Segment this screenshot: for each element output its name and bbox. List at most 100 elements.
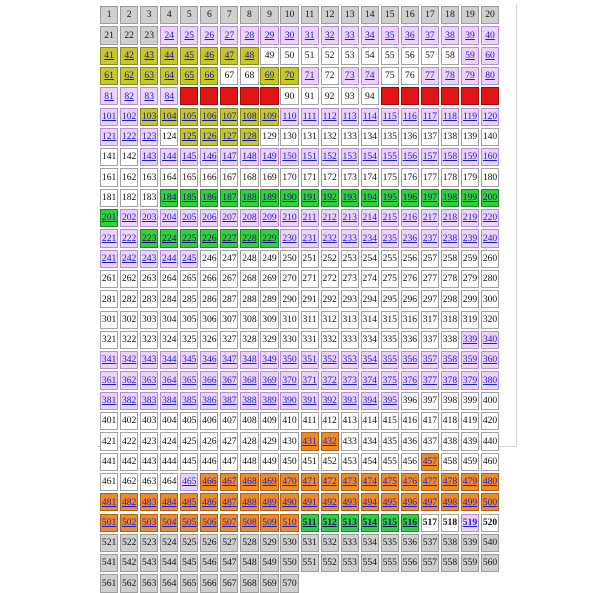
number-cell-159[interactable]: 159 <box>460 148 480 167</box>
number-cell-341[interactable]: 341 <box>100 351 119 370</box>
number-cell-117[interactable]: 117 <box>420 107 439 126</box>
number-cell-359[interactable]: 359 <box>460 351 480 370</box>
number-cell-465[interactable]: 465 <box>180 472 199 492</box>
number-cell-184[interactable]: 184 <box>160 188 179 207</box>
number-cell-84[interactable]: 84 <box>160 87 179 106</box>
number-cell-476[interactable]: 476 <box>400 472 419 492</box>
number-cell-353[interactable]: 353 <box>340 351 359 370</box>
number-cell-508[interactable]: 508 <box>240 513 259 532</box>
number-cell-26[interactable]: 26 <box>200 26 219 45</box>
number-cell-188[interactable]: 188 <box>240 188 259 207</box>
number-cell-371[interactable]: 371 <box>300 371 319 390</box>
number-cell-83[interactable]: 83 <box>140 87 159 106</box>
number-cell-126[interactable]: 126 <box>200 127 219 147</box>
number-cell-343[interactable]: 343 <box>140 351 159 370</box>
number-cell-104[interactable]: 104 <box>160 107 179 126</box>
number-cell-227[interactable]: 227 <box>220 229 239 248</box>
number-cell-99[interactable]: 99 <box>460 87 480 106</box>
number-cell-109[interactable]: 109 <box>260 107 279 126</box>
number-cell-220[interactable]: 220 <box>480 209 500 228</box>
number-cell-156[interactable]: 156 <box>400 148 419 167</box>
number-cell-213[interactable]: 213 <box>340 209 359 228</box>
number-cell-125[interactable]: 125 <box>180 127 199 147</box>
number-cell-224[interactable]: 224 <box>160 229 179 248</box>
number-cell-145[interactable]: 145 <box>180 148 199 167</box>
number-cell-209[interactable]: 209 <box>260 209 279 228</box>
number-cell-147[interactable]: 147 <box>220 148 239 167</box>
number-cell-519[interactable]: 519 <box>460 513 480 532</box>
number-cell-106[interactable]: 106 <box>200 107 219 126</box>
number-cell-509[interactable]: 509 <box>260 513 279 532</box>
number-cell-238[interactable]: 238 <box>440 229 460 248</box>
number-cell-502[interactable]: 502 <box>120 513 139 532</box>
number-cell-477[interactable]: 477 <box>420 472 439 492</box>
number-cell-89[interactable]: 89 <box>260 87 279 106</box>
number-cell-98[interactable]: 98 <box>440 87 460 106</box>
number-cell-344[interactable]: 344 <box>160 351 179 370</box>
number-cell-369[interactable]: 369 <box>260 371 279 390</box>
number-cell-122[interactable]: 122 <box>120 127 139 147</box>
number-cell-61[interactable]: 61 <box>100 66 119 86</box>
number-cell-490[interactable]: 490 <box>280 493 299 512</box>
number-cell-469[interactable]: 469 <box>260 472 279 492</box>
number-cell-43[interactable]: 43 <box>140 46 159 65</box>
number-cell-102[interactable]: 102 <box>120 107 139 126</box>
number-cell-144[interactable]: 144 <box>160 148 179 167</box>
number-cell-69[interactable]: 69 <box>260 66 279 86</box>
number-cell-45[interactable]: 45 <box>180 46 199 65</box>
number-cell-512[interactable]: 512 <box>320 513 339 532</box>
number-cell-186[interactable]: 186 <box>200 188 219 207</box>
number-cell-494[interactable]: 494 <box>360 493 379 512</box>
number-cell-108[interactable]: 108 <box>240 107 259 126</box>
number-cell-392[interactable]: 392 <box>320 391 339 410</box>
number-cell-486[interactable]: 486 <box>200 493 219 512</box>
number-cell-498[interactable]: 498 <box>440 493 460 512</box>
number-cell-32[interactable]: 32 <box>320 26 339 45</box>
number-cell-363[interactable]: 363 <box>140 371 159 390</box>
number-cell-127[interactable]: 127 <box>220 127 239 147</box>
number-cell-101[interactable]: 101 <box>100 107 119 126</box>
number-cell-78[interactable]: 78 <box>440 66 460 86</box>
number-cell-361[interactable]: 361 <box>100 371 119 390</box>
number-cell-146[interactable]: 146 <box>200 148 219 167</box>
number-cell-479[interactable]: 479 <box>460 472 480 492</box>
number-cell-128[interactable]: 128 <box>240 127 259 147</box>
number-cell-85[interactable]: 85 <box>180 87 199 106</box>
number-cell-352[interactable]: 352 <box>320 351 339 370</box>
number-cell-33[interactable]: 33 <box>340 26 359 45</box>
number-cell-354[interactable]: 354 <box>360 351 379 370</box>
number-cell-150[interactable]: 150 <box>280 148 299 167</box>
number-cell-96[interactable]: 96 <box>400 87 419 106</box>
number-cell-36[interactable]: 36 <box>400 26 419 45</box>
number-cell-495[interactable]: 495 <box>380 493 399 512</box>
number-cell-471[interactable]: 471 <box>300 472 319 492</box>
number-cell-470[interactable]: 470 <box>280 472 299 492</box>
number-cell-110[interactable]: 110 <box>280 107 299 126</box>
number-cell-114[interactable]: 114 <box>360 107 379 126</box>
number-cell-222[interactable]: 222 <box>120 229 139 248</box>
number-cell-204[interactable]: 204 <box>160 209 179 228</box>
number-cell-207[interactable]: 207 <box>220 209 239 228</box>
number-cell-202[interactable]: 202 <box>120 209 139 228</box>
number-cell-376[interactable]: 376 <box>400 371 419 390</box>
number-cell-196[interactable]: 196 <box>400 188 419 207</box>
number-cell-71[interactable]: 71 <box>300 66 319 86</box>
number-cell-395[interactable]: 395 <box>380 391 399 410</box>
number-cell-347[interactable]: 347 <box>220 351 239 370</box>
number-cell-516[interactable]: 516 <box>400 513 419 532</box>
number-cell-47[interactable]: 47 <box>220 46 239 65</box>
number-cell-35[interactable]: 35 <box>380 26 399 45</box>
number-cell-388[interactable]: 388 <box>240 391 259 410</box>
number-cell-242[interactable]: 242 <box>120 249 139 268</box>
number-cell-118[interactable]: 118 <box>440 107 460 126</box>
number-cell-504[interactable]: 504 <box>160 513 179 532</box>
number-cell-241[interactable]: 241 <box>100 249 119 268</box>
number-cell-373[interactable]: 373 <box>340 371 359 390</box>
number-cell-378[interactable]: 378 <box>440 371 460 390</box>
number-cell-46[interactable]: 46 <box>200 46 219 65</box>
number-cell-74[interactable]: 74 <box>360 66 379 86</box>
number-cell-488[interactable]: 488 <box>240 493 259 512</box>
number-cell-431[interactable]: 431 <box>300 432 319 451</box>
number-cell-483[interactable]: 483 <box>140 493 159 512</box>
number-cell-79[interactable]: 79 <box>460 66 480 86</box>
